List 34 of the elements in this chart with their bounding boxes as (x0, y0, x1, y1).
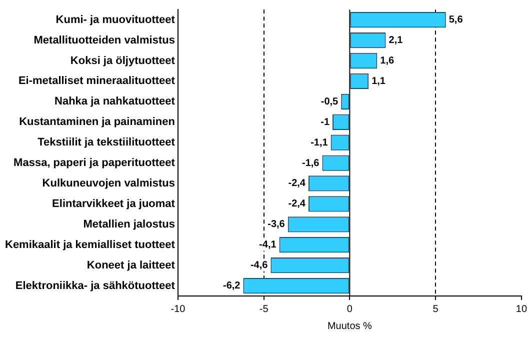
data-label: -1 (320, 116, 330, 128)
y-tick-label: Nahka ja nahkatuotteet (54, 96, 176, 108)
data-label: -2,4 (288, 178, 306, 190)
data-label: 1,1 (372, 76, 386, 87)
y-tick-label: Kumi- ja muovituotteet (56, 14, 176, 26)
x-tick-label: -5 (259, 304, 269, 315)
data-label: -3,6 (268, 219, 286, 230)
y-tick-label: Elektroniikka- ja sähkötuotteet (15, 280, 176, 292)
y-tick-label: Koksi ja öljytuotteet (70, 54, 176, 67)
y-tick-label: Koneet ja laitteet (86, 259, 176, 272)
y-tick-label: Ei-metalliset mineraalituotteet (18, 75, 176, 88)
data-label: 2,1 (388, 35, 404, 46)
x-tick-label: 0 (346, 304, 353, 315)
data-label: 5,6 (448, 14, 464, 26)
y-tick-label: Elintarvikkeet ja juomat (52, 198, 176, 210)
data-label: -2,4 (288, 198, 306, 210)
data-label: -1,1 (310, 137, 328, 148)
y-tick-label: Tekstiilit ja tekstiilituotteet (38, 136, 176, 149)
data-label: -4,6 (250, 260, 268, 272)
y-tick-label: Kustantaminen ja painaminen (19, 116, 176, 128)
y-tick-label: Massa, paperi ja paperituotteet (14, 157, 176, 170)
data-label: -6,2 (222, 280, 241, 292)
y-tick-label: Kemikaalit ja kemialliset tuotteet (5, 238, 176, 251)
data-label: 1,6 (380, 55, 395, 66)
y-tick-label: Metallien jalostus (83, 218, 175, 230)
data-label: -1,6 (302, 158, 320, 169)
x-tick-label: -10 (170, 304, 186, 315)
x-axis-title: Muutos % (327, 320, 372, 332)
y-tick-label: Kulkuneuvojen valmistus (42, 178, 175, 190)
x-tick-label: 5 (432, 304, 439, 315)
data-label: -4,1 (259, 240, 277, 251)
x-tick-label: 10 (516, 304, 528, 315)
y-tick-label: Metallituotteiden valmistus (34, 34, 175, 46)
data-label: -0,5 (320, 96, 339, 108)
